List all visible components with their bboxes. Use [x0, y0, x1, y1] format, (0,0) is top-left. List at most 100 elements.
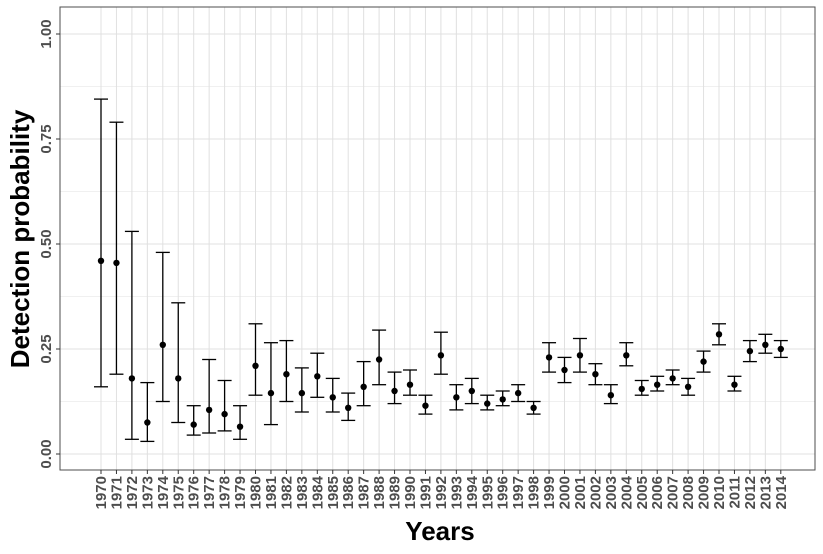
x-tick-label: 1993: [448, 476, 465, 509]
x-tick-label: 1985: [325, 476, 342, 509]
x-tick-label: 2008: [680, 476, 697, 509]
data-point: [159, 341, 166, 348]
plot-background: [60, 7, 815, 470]
y-tick-label: 0.50: [38, 229, 55, 258]
x-tick-label: 1984: [309, 475, 326, 509]
data-point: [468, 387, 475, 395]
data-point: [453, 394, 460, 401]
x-tick-label: 2003: [603, 476, 620, 509]
x-tick-label: 2000: [557, 476, 574, 509]
x-tick-label: 1990: [402, 476, 419, 509]
x-tick-label: 1980: [248, 476, 265, 509]
x-tick-label: 1998: [526, 476, 543, 509]
x-tick-label: 1988: [371, 476, 388, 509]
data-point: [236, 423, 244, 430]
x-tick-label: 2014: [773, 475, 790, 509]
x-tick-label: 1973: [139, 476, 156, 509]
data-point: [205, 406, 213, 414]
error-bars: [94, 98, 788, 443]
data-point: [700, 358, 707, 365]
data-point: [190, 421, 197, 428]
x-tick-label: 1977: [201, 476, 218, 509]
data-point: [314, 373, 321, 380]
data-point: [499, 396, 506, 403]
data-point: [746, 347, 754, 355]
y-tick-label: 1.00: [38, 19, 55, 48]
x-tick-label: 1970: [93, 476, 110, 509]
data-point: [345, 404, 352, 411]
x-tick-label: 1976: [186, 476, 203, 509]
data-point: [175, 375, 182, 382]
data-points: [97, 257, 784, 430]
x-tick-label: 2012: [742, 476, 759, 509]
data-point: [375, 356, 383, 363]
x-tick-label: 1991: [417, 476, 434, 509]
x-tick-label: 1975: [170, 476, 187, 509]
data-point: [514, 389, 522, 397]
data-point: [715, 331, 723, 338]
x-tick-label: 1997: [510, 476, 527, 509]
x-tick-label: 2005: [634, 476, 651, 509]
x-tick-label: 1971: [108, 476, 125, 509]
data-point: [638, 385, 645, 393]
x-tick-label: 2006: [649, 476, 666, 509]
data-point: [267, 389, 275, 397]
data-point: [406, 381, 414, 388]
plot-border: [59, 6, 816, 471]
data-point: [777, 345, 784, 353]
x-tick-label: 1979: [232, 476, 249, 509]
data-point: [422, 402, 429, 409]
data-point: [561, 366, 568, 374]
x-tick-label: 2004: [618, 475, 635, 509]
data-point: [592, 371, 599, 378]
data-point: [623, 352, 630, 359]
x-tick-label: 1982: [278, 476, 295, 509]
data-point: [283, 371, 290, 378]
x-tick-label: 1999: [541, 476, 558, 509]
x-tick-label: 1992: [433, 476, 450, 509]
data-point: [762, 341, 769, 348]
data-point: [144, 419, 151, 426]
x-tick-label: 1994: [464, 475, 481, 509]
x-tick-label: 2013: [757, 476, 774, 509]
x-tick-label: 1986: [340, 476, 357, 509]
y-axis-title: Detection probability: [5, 109, 35, 368]
y-tick-label: 0.75: [38, 124, 55, 153]
x-tick-label: 1981: [263, 476, 280, 509]
y-tick-label: 0.00: [38, 439, 55, 468]
x-tick-label: 2007: [665, 476, 682, 509]
x-tick-label: 1978: [217, 476, 234, 509]
data-point: [484, 400, 491, 407]
x-axis-ticks: 1970197119721973197419751976197719781979…: [93, 470, 790, 509]
x-tick-label: 2001: [572, 476, 589, 509]
x-tick-label: 1972: [124, 476, 141, 509]
data-point: [221, 410, 228, 418]
x-tick-label: 2011: [726, 476, 743, 509]
x-tick-label: 2010: [711, 476, 728, 509]
data-point: [731, 381, 738, 388]
x-tick-label: 1996: [495, 476, 512, 509]
grid-minor: [60, 86, 815, 402]
data-point: [607, 392, 615, 399]
data-point: [684, 383, 692, 390]
data-point: [113, 259, 120, 267]
x-tick-label: 1974: [155, 475, 172, 509]
data-point: [545, 354, 553, 361]
data-point: [530, 404, 537, 411]
data-point: [128, 375, 136, 382]
x-tick-label: 2009: [696, 476, 713, 509]
data-point: [329, 394, 336, 401]
y-axis-ticks: 0.00 0.25 0.50 0.75 1.00: [38, 19, 60, 469]
x-axis-title: Years: [405, 516, 474, 546]
data-point: [252, 362, 259, 369]
x-tick-label: 1995: [479, 476, 496, 509]
data-point: [654, 381, 661, 388]
data-point: [669, 375, 676, 382]
x-tick-label: 1983: [294, 476, 311, 509]
data-point: [298, 389, 306, 397]
x-tick-label: 1989: [387, 476, 404, 509]
data-point: [576, 352, 584, 359]
data-point: [437, 352, 445, 359]
data-point: [97, 257, 105, 264]
